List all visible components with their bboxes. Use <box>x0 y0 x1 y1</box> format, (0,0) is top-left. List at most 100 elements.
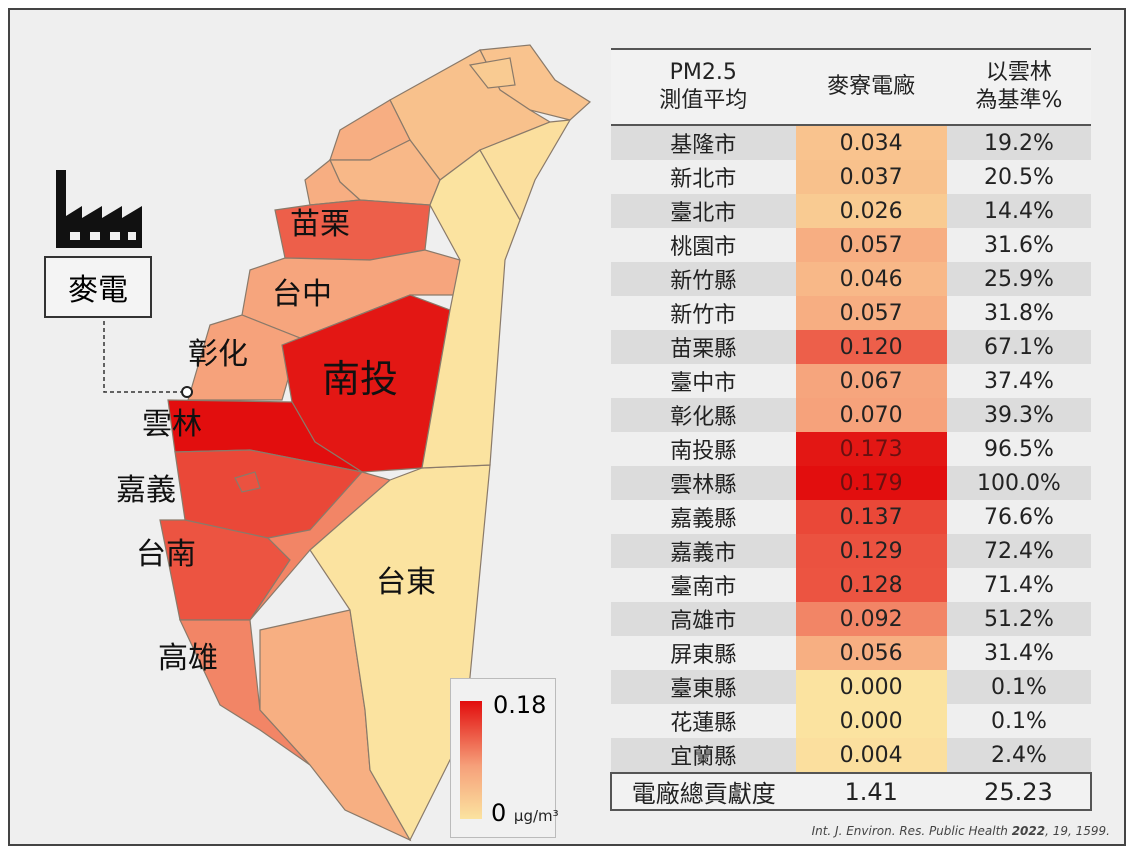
cell-name: 嘉義市 <box>611 534 796 568</box>
cell-name: 彰化縣 <box>611 398 796 432</box>
map-label-taichung: 台中 <box>272 277 332 312</box>
cell-name: 臺北市 <box>611 194 796 228</box>
region-新竹市 <box>304 159 362 206</box>
cell-value: 0.000 <box>795 670 947 704</box>
map-label-nantou: 南投 <box>322 357 398 401</box>
cell-value: 0.037 <box>795 160 947 194</box>
table-row: 臺南市 0.128 71.4% <box>611 568 1091 602</box>
cell-value: 0.137 <box>795 500 947 534</box>
cell-name: 臺中市 <box>611 364 796 398</box>
table-row: 高雄市 0.092 51.2% <box>611 602 1091 636</box>
table-row: 臺中市 0.067 37.4% <box>611 364 1091 398</box>
map-label-changhua: 彰化 <box>188 337 248 372</box>
cell-name: 南投縣 <box>611 432 796 466</box>
total-name: 電廠總貢獻度 <box>610 772 796 811</box>
region-嘉義市 <box>234 471 261 493</box>
cell-value: 0.070 <box>795 398 947 432</box>
total-row: 電廠總貢獻度 1.41 25.23 <box>610 772 1093 811</box>
cell-value: 0.120 <box>795 330 947 364</box>
cell-value: 0.056 <box>795 636 947 670</box>
cell-name: 基隆市 <box>611 125 796 160</box>
cell-pct: 2.4% <box>946 738 1091 773</box>
legend-min: 0 μg/m³ <box>491 799 559 827</box>
cell-pct: 71.4% <box>946 568 1091 602</box>
power-plant-label: 麥電 <box>44 256 152 318</box>
cell-pct: 39.3% <box>946 398 1091 432</box>
cell-pct: 31.8% <box>946 296 1091 330</box>
plant-connector-line <box>103 314 185 393</box>
table-row: 苗栗縣 0.120 67.1% <box>611 330 1091 364</box>
cell-name: 高雄市 <box>611 602 796 636</box>
cell-name: 桃園市 <box>611 228 796 262</box>
cell-pct: 0.1% <box>946 670 1091 704</box>
cell-pct: 0.1% <box>946 704 1091 738</box>
region-臺北市 <box>468 57 516 89</box>
cell-value: 0.129 <box>795 534 947 568</box>
table-row: 南投縣 0.173 96.5% <box>611 432 1091 466</box>
cell-pct: 37.4% <box>946 364 1091 398</box>
map-label-chiayi: 嘉義 <box>116 473 176 508</box>
figure: 苗栗 台中 彰化 南投 雲林 嘉義 台南 高雄 台東 麥電 0.18 0 μg/… <box>8 8 1126 846</box>
cell-value: 0.067 <box>795 364 947 398</box>
cell-name: 臺東縣 <box>611 670 796 704</box>
total-pct: 25.23 <box>946 772 1093 811</box>
cell-pct: 76.6% <box>946 500 1091 534</box>
total-value: 1.41 <box>795 772 947 811</box>
cell-pct: 20.5% <box>946 160 1091 194</box>
cell-pct: 67.1% <box>946 330 1091 364</box>
column-header: PM2.5 測值平均 <box>611 48 796 126</box>
cell-value: 0.026 <box>795 194 947 228</box>
table-row: 新竹縣 0.046 25.9% <box>611 262 1091 296</box>
table-row: 新竹市 0.057 31.8% <box>611 296 1091 330</box>
cell-name: 新竹市 <box>611 296 796 330</box>
cell-value: 0.173 <box>795 432 947 466</box>
table-row: 雲林縣 0.179 100.0% <box>611 466 1091 500</box>
cell-pct: 100.0% <box>946 466 1091 500</box>
cell-pct: 72.4% <box>946 534 1091 568</box>
color-legend: 0.18 0 μg/m³ <box>450 678 559 838</box>
legend-gradient <box>460 701 482 819</box>
cell-value: 0.034 <box>795 125 947 160</box>
legend-unit: μg/m³ <box>513 807 559 825</box>
cell-pct: 96.5% <box>946 432 1091 466</box>
table-row: 桃園市 0.057 31.6% <box>611 228 1091 262</box>
cell-value: 0.092 <box>795 602 947 636</box>
cell-name: 臺南市 <box>611 568 796 602</box>
column-header: 以雲林 為基準% <box>946 48 1091 126</box>
cell-name: 雲林縣 <box>611 466 796 500</box>
region-宜蘭縣 <box>479 119 572 222</box>
table-row: 彰化縣 0.070 39.3% <box>611 398 1091 432</box>
legend-max: 0.18 <box>493 691 547 719</box>
cell-pct: 25.9% <box>946 262 1091 296</box>
factory-icon <box>56 170 142 248</box>
taiwan-map: 苗栗 台中 彰化 南投 雲林 嘉義 台南 高雄 台東 <box>56 44 591 842</box>
table-row: 基隆市 0.034 19.2% <box>611 125 1091 160</box>
table-row: 臺北市 0.026 14.4% <box>611 194 1091 228</box>
cell-value: 0.057 <box>795 228 947 262</box>
citation: Int. J. Environ. Res. Public Health 2022… <box>811 824 1110 838</box>
cell-value: 0.046 <box>795 262 947 296</box>
cell-pct: 14.4% <box>946 194 1091 228</box>
cell-name: 屏東縣 <box>611 636 796 670</box>
cell-pct: 51.2% <box>946 602 1091 636</box>
map-label-taitung: 台東 <box>376 565 436 600</box>
table-row: 花蓮縣 0.000 0.1% <box>611 704 1091 738</box>
cell-pct: 31.6% <box>946 228 1091 262</box>
map-label-kaohsiung: 高雄 <box>158 641 218 676</box>
table-row: 臺東縣 0.000 0.1% <box>611 670 1091 704</box>
cell-pct: 19.2% <box>946 125 1091 160</box>
table-row: 宜蘭縣 0.004 2.4% <box>611 738 1091 773</box>
cell-value: 0.179 <box>795 466 947 500</box>
cell-name: 新北市 <box>611 160 796 194</box>
cell-name: 花蓮縣 <box>611 704 796 738</box>
cell-value: 0.000 <box>795 704 947 738</box>
cell-name: 新竹縣 <box>611 262 796 296</box>
cell-name: 苗栗縣 <box>611 330 796 364</box>
table-row: 嘉義縣 0.137 76.6% <box>611 500 1091 534</box>
map-label-tainan: 台南 <box>136 537 196 572</box>
cell-value: 0.004 <box>795 738 947 773</box>
column-header: 麥寮電廠 <box>795 48 947 126</box>
map-label-miaoli: 苗栗 <box>290 207 350 242</box>
map-label-yunlin: 雲林 <box>142 407 202 442</box>
cell-value: 0.128 <box>795 568 947 602</box>
